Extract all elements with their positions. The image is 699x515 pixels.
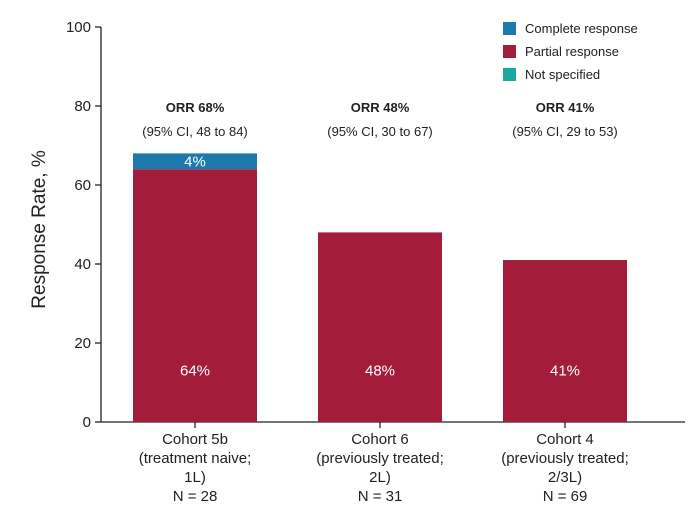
bar-partial-response [503, 260, 627, 422]
bar-value-label: 41% [550, 363, 580, 380]
legend-label: Complete response [525, 21, 638, 36]
x-axis-labels: Cohort 5b (treatment naive; 1L) N = 28 Cohor… [139, 431, 629, 505]
legend-swatch [503, 68, 516, 81]
category-label-line: 1L) [184, 469, 206, 486]
orr-title: ORR 48% [351, 100, 410, 115]
bar-complete-response [133, 153, 257, 170]
category-label-line: (previously treated; [501, 450, 629, 467]
category-label-line: (previously treated; [316, 450, 444, 467]
category-label-line: N = 31 [358, 488, 403, 505]
category-label-line: Cohort 5b [162, 431, 228, 448]
orr-title: ORR 68% [166, 100, 225, 115]
y-tick-label: 40 [74, 256, 91, 273]
category-label-line: 2L) [369, 469, 391, 486]
legend-swatch [503, 45, 516, 58]
y-tick-label: 20 [74, 335, 91, 352]
legend: Complete response Partial response Not spe… [503, 21, 638, 82]
legend-label: Partial response [525, 44, 619, 59]
category-label-line: N = 69 [543, 488, 588, 505]
y-tick-label: 80 [74, 98, 91, 115]
y-tick-label: 100 [66, 19, 91, 36]
orr-ci: (95% CI, 30 to 67) [327, 124, 433, 139]
legend-label: Not specified [525, 67, 600, 82]
legend-swatch [503, 22, 516, 35]
category-label-line: Cohort 6 [351, 431, 409, 448]
orr-ci: (95% CI, 29 to 53) [512, 124, 618, 139]
orr-ci: (95% CI, 48 to 84) [142, 124, 248, 139]
bar-partial-response [318, 232, 442, 422]
bar-value-label: 64% [180, 363, 210, 380]
y-tick-label: 0 [83, 414, 91, 431]
orr-title: ORR 41% [536, 100, 595, 115]
bars: 64% 4% 48% 41% [133, 153, 627, 422]
bar-value-label: 48% [365, 363, 395, 380]
category-label-line: N = 28 [173, 488, 218, 505]
category-label-line: 2/3L) [548, 469, 582, 486]
y-tick-label: 60 [74, 177, 91, 194]
orr-annotations: ORR 68% (95% CI, 48 to 84) ORR 48% (95% CI,… [142, 100, 618, 139]
bar-partial-response [133, 169, 257, 422]
bar-value-label: 4% [184, 153, 206, 170]
y-axis-title: Response Rate, % [29, 150, 50, 309]
y-axis: 0 20 40 60 80 100 Response Rate, % [29, 19, 685, 431]
category-label-line: (treatment naive; [139, 450, 252, 467]
category-label-line: Cohort 4 [536, 431, 594, 448]
